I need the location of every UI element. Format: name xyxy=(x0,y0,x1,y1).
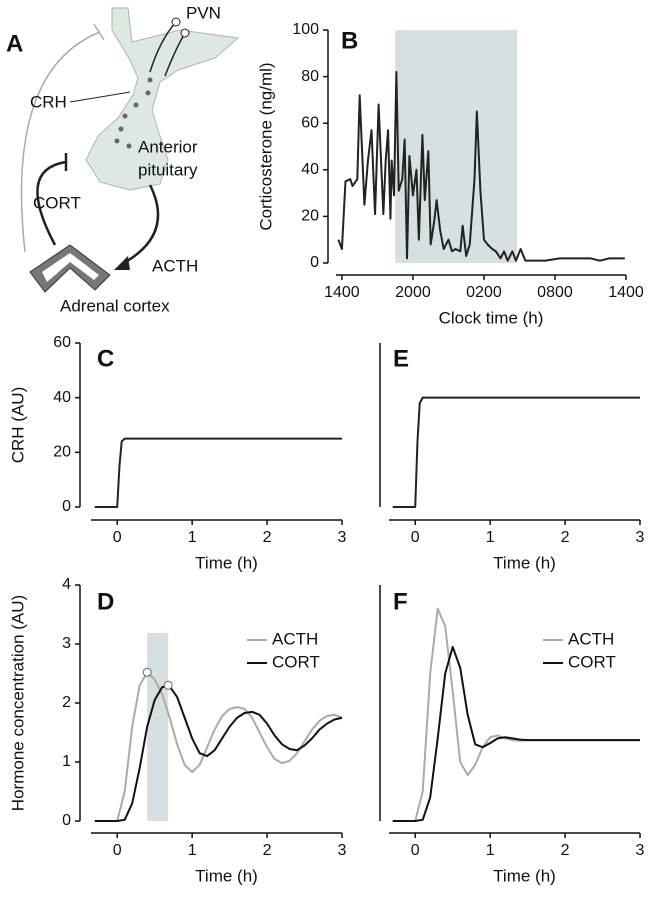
panel-label: C xyxy=(97,345,114,372)
x-tick-label: 0 xyxy=(113,842,122,859)
x-axis-label: Time (h) xyxy=(195,866,258,885)
data-line xyxy=(392,645,640,822)
acth-arrowhead xyxy=(114,256,130,270)
x-tick-label: 0800 xyxy=(537,284,573,301)
x-tick-label: 2 xyxy=(263,529,272,546)
diagram-label: ACTH xyxy=(152,256,198,275)
acth-arrow xyxy=(121,184,160,266)
x-axis-label: Time (h) xyxy=(195,553,258,572)
x-tick-label: 0200 xyxy=(466,284,502,301)
feedback-bar xyxy=(93,23,105,41)
panel-label: F xyxy=(393,588,408,615)
data-line xyxy=(94,437,342,508)
x-tick-label: 2 xyxy=(561,842,570,859)
x-tick-label: 0 xyxy=(113,529,122,546)
y-tick-label: 40 xyxy=(301,161,319,178)
crh-dots xyxy=(114,77,153,149)
y-axis-label: Corticosterone (ng/ml) xyxy=(256,62,275,230)
x-tick-label: 2000 xyxy=(395,284,431,301)
panel-label: D xyxy=(97,588,114,615)
peak-marker xyxy=(163,680,173,690)
x-axis-label: Clock time (h) xyxy=(439,308,544,327)
diagram-label: pituitary xyxy=(138,160,198,179)
x-tick-label: 3 xyxy=(338,529,347,546)
data-line xyxy=(392,396,640,508)
y-tick-label: 80 xyxy=(301,68,319,85)
x-tick-label: 1 xyxy=(188,842,197,859)
y-tick-label: 60 xyxy=(53,334,71,351)
x-tick-label: 0 xyxy=(411,842,420,859)
x-tick-label: 3 xyxy=(338,842,347,859)
y-tick-label: 20 xyxy=(53,444,71,461)
shaded-region xyxy=(395,30,518,263)
legend-label: CORT xyxy=(272,652,320,671)
legend-label: ACTH xyxy=(568,629,614,648)
y-axis-label: Hormone concentration (AU) xyxy=(8,595,27,811)
y-tick-label: 100 xyxy=(292,21,319,38)
x-axis-label: Time (h) xyxy=(493,553,556,572)
panel-label: B xyxy=(341,27,358,54)
panel-label: A xyxy=(6,30,23,57)
x-tick-label: 3 xyxy=(636,529,645,546)
x-tick-label: 1 xyxy=(486,529,495,546)
y-tick-label: 20 xyxy=(301,208,319,225)
crh-pointer xyxy=(69,91,131,103)
x-axis-label: Time (h) xyxy=(493,866,556,885)
x-tick-label: 0 xyxy=(411,529,420,546)
pituitary-shape xyxy=(85,7,240,191)
y-tick-label: 0 xyxy=(310,254,319,271)
x-tick-label: 1 xyxy=(188,529,197,546)
panel-label: E xyxy=(393,345,409,372)
x-tick-label: 2 xyxy=(561,529,570,546)
x-tick-label: 1400 xyxy=(324,284,360,301)
neuron-body xyxy=(171,17,181,27)
x-tick-label: 1400 xyxy=(608,284,644,301)
adrenal-outer xyxy=(29,244,111,293)
y-tick-label: 0 xyxy=(62,812,71,829)
y-tick-label: 0 xyxy=(62,498,71,515)
feedback-line xyxy=(20,31,101,253)
cort-arrow xyxy=(36,160,67,246)
diagram-label: Anterior xyxy=(138,137,198,156)
neuron-body xyxy=(180,28,190,38)
y-tick-label: 40 xyxy=(53,389,71,406)
shaded-region xyxy=(147,633,169,821)
x-tick-label: 3 xyxy=(636,842,645,859)
y-tick-label: 1 xyxy=(62,753,71,770)
legend-label: ACTH xyxy=(272,629,318,648)
x-tick-label: 1 xyxy=(486,842,495,859)
y-tick-label: 3 xyxy=(62,635,71,652)
diagram-label: CORT xyxy=(33,193,81,212)
y-tick-label: 2 xyxy=(62,694,71,711)
diagram: A PVN CRH Anterior pituitary CORT ACTH A… xyxy=(6,3,240,315)
peak-marker xyxy=(142,667,152,677)
diagram-label: Adrenal cortex xyxy=(60,296,170,315)
y-tick-label: 60 xyxy=(301,114,319,131)
x-tick-label: 2 xyxy=(263,842,272,859)
y-tick-label: 4 xyxy=(62,576,71,593)
data-line xyxy=(94,685,343,822)
data-line xyxy=(94,671,343,822)
adrenal-middle xyxy=(42,253,99,282)
y-axis-label: CRH (AU) xyxy=(8,387,27,464)
data-line xyxy=(337,70,625,262)
diagram-label: CRH xyxy=(30,92,67,111)
legend-label: CORT xyxy=(568,652,616,671)
diagram-label: PVN xyxy=(186,3,221,22)
